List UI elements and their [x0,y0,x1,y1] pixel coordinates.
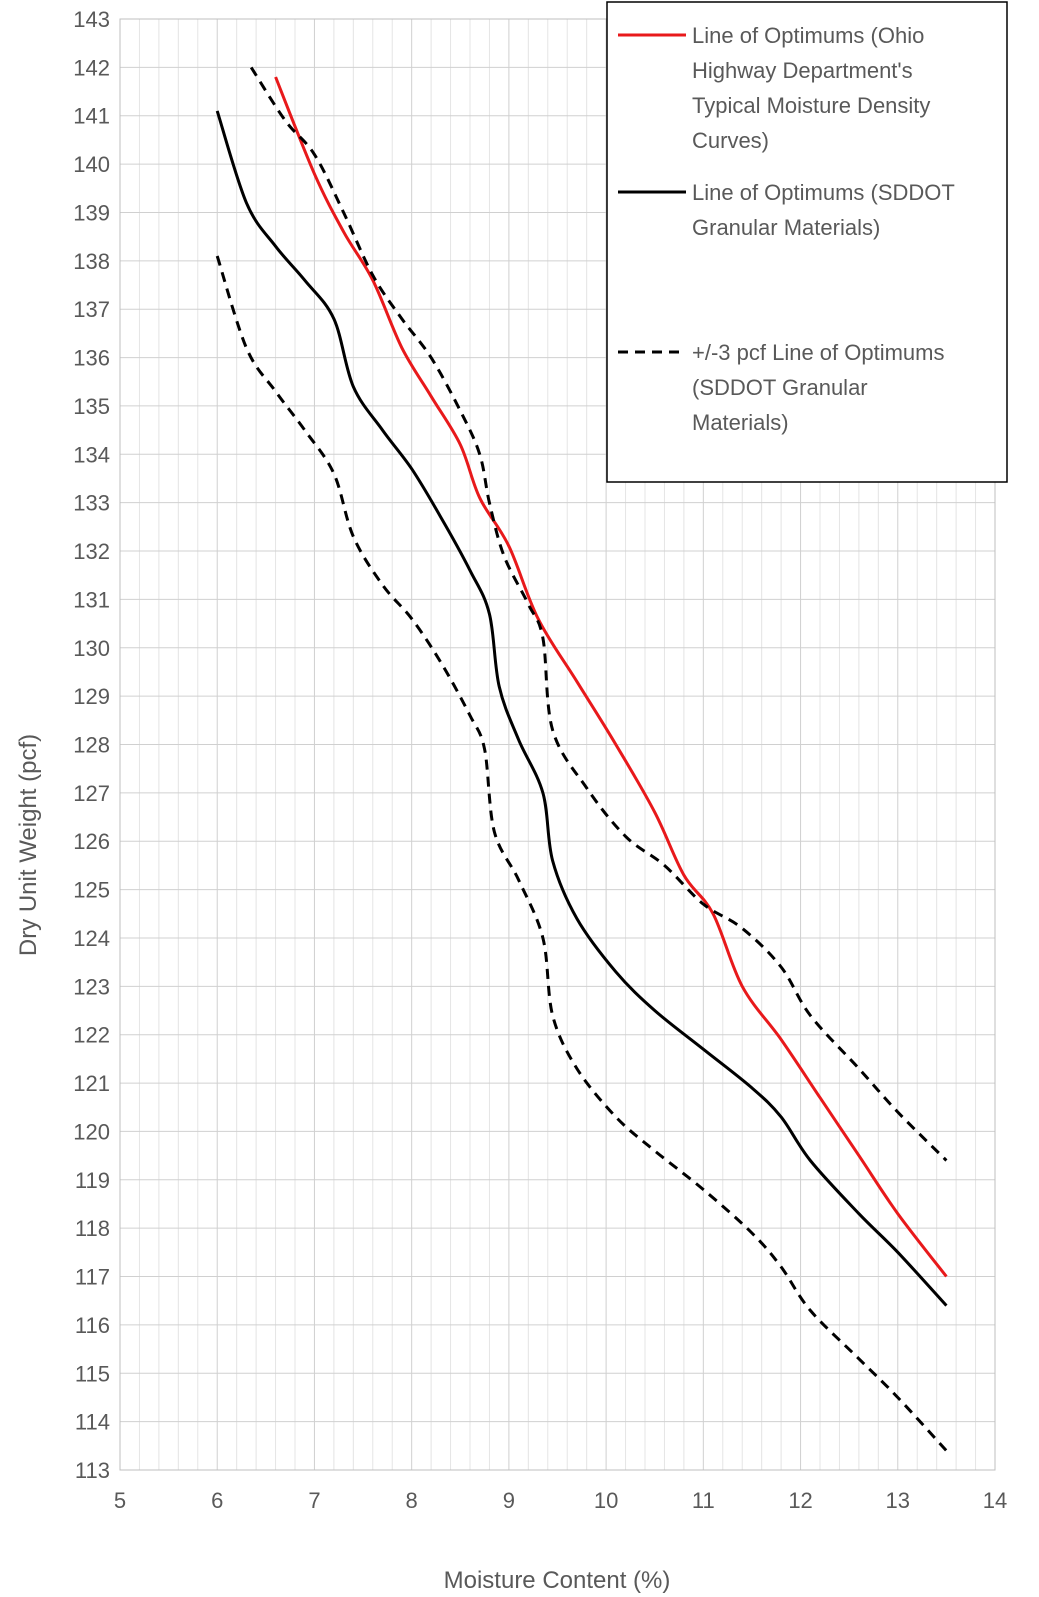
x-axis-title: Moisture Content (%) [444,1567,671,1594]
y-tick-label: 119 [75,1168,110,1193]
x-tick-label: 8 [406,1488,418,1513]
y-tick-label: 120 [73,1119,110,1144]
x-tick-label: 7 [308,1488,320,1513]
legend-label-sddot-line: Line of Optimums (SDDOT Granular Materia… [692,180,961,240]
plot-area-frame [119,18,996,1471]
y-tick-label: 131 [73,587,110,612]
x-tick-label: 9 [503,1488,515,1513]
y-tick-label: 126 [73,829,110,854]
y-tick-label: 138 [73,249,110,274]
legend-box [606,1,1008,483]
x-tick-label: 5 [114,1488,126,1513]
y-tick-label: 134 [73,442,110,467]
y-tick-label: 116 [75,1313,110,1338]
legend: Line of Optimums (Ohio Highway Departmen… [606,1,1008,483]
x-tick-label: 10 [594,1488,618,1513]
series-sddot-optimum-line [215,110,948,1307]
y-tick-label: 142 [73,55,110,80]
x-axis-tick-labels: 5 6 7 8 9 10 11 12 13 14 [114,1488,1007,1513]
y-tick-label: 130 [73,636,110,661]
legend-label-dashed-band: +/-3 pcf Line of Optimums (SDDOT Granula… [692,340,951,435]
y-tick-label: 132 [73,539,110,564]
y-tick-label: 140 [73,152,110,177]
y-tick-label: 117 [75,1265,110,1290]
y-tick-label: 127 [73,781,110,806]
y-tick-label: 113 [75,1458,110,1483]
x-tick-label: 12 [788,1488,812,1513]
y-axis-title: Dry Unit Weight (pcf) [15,734,42,956]
x-tick-label: 6 [211,1488,223,1513]
series-layer [215,66,948,1452]
y-tick-label: 141 [73,104,110,129]
y-tick-label: 133 [73,491,110,516]
y-tick-label: 114 [75,1410,110,1435]
series-minus-3-pcf-line [215,255,948,1452]
y-tick-label: 137 [73,297,110,322]
y-tick-label: 128 [73,733,110,758]
y-axis-tick-labels: 113 114 115 116 117 118 119 120 121 122 123 124 125 1… [73,7,110,1483]
y-tick-label: 124 [73,926,110,951]
y-tick-label: 122 [73,1023,110,1048]
y-tick-label: 123 [73,974,110,999]
x-tick-label: 11 [692,1488,715,1513]
y-tick-label: 118 [75,1216,110,1241]
series-plus-3-pcf-line [249,66,948,1162]
legend-label-ohio-line: Line of Optimums (Ohio Highway Departmen… [692,23,937,153]
y-tick-label: 115 [75,1361,110,1386]
x-tick-label: 13 [886,1488,910,1513]
y-tick-label: 139 [73,200,110,225]
y-tick-label: 121 [73,1071,110,1096]
y-tick-label: 136 [73,346,110,371]
y-tick-label: 129 [73,684,110,709]
y-tick-label: 125 [73,878,110,903]
y-tick-label: 135 [73,394,110,419]
series-ohio-optimum-line [274,76,948,1278]
y-tick-label: 143 [73,7,110,32]
x-tick-label: 14 [983,1488,1007,1513]
